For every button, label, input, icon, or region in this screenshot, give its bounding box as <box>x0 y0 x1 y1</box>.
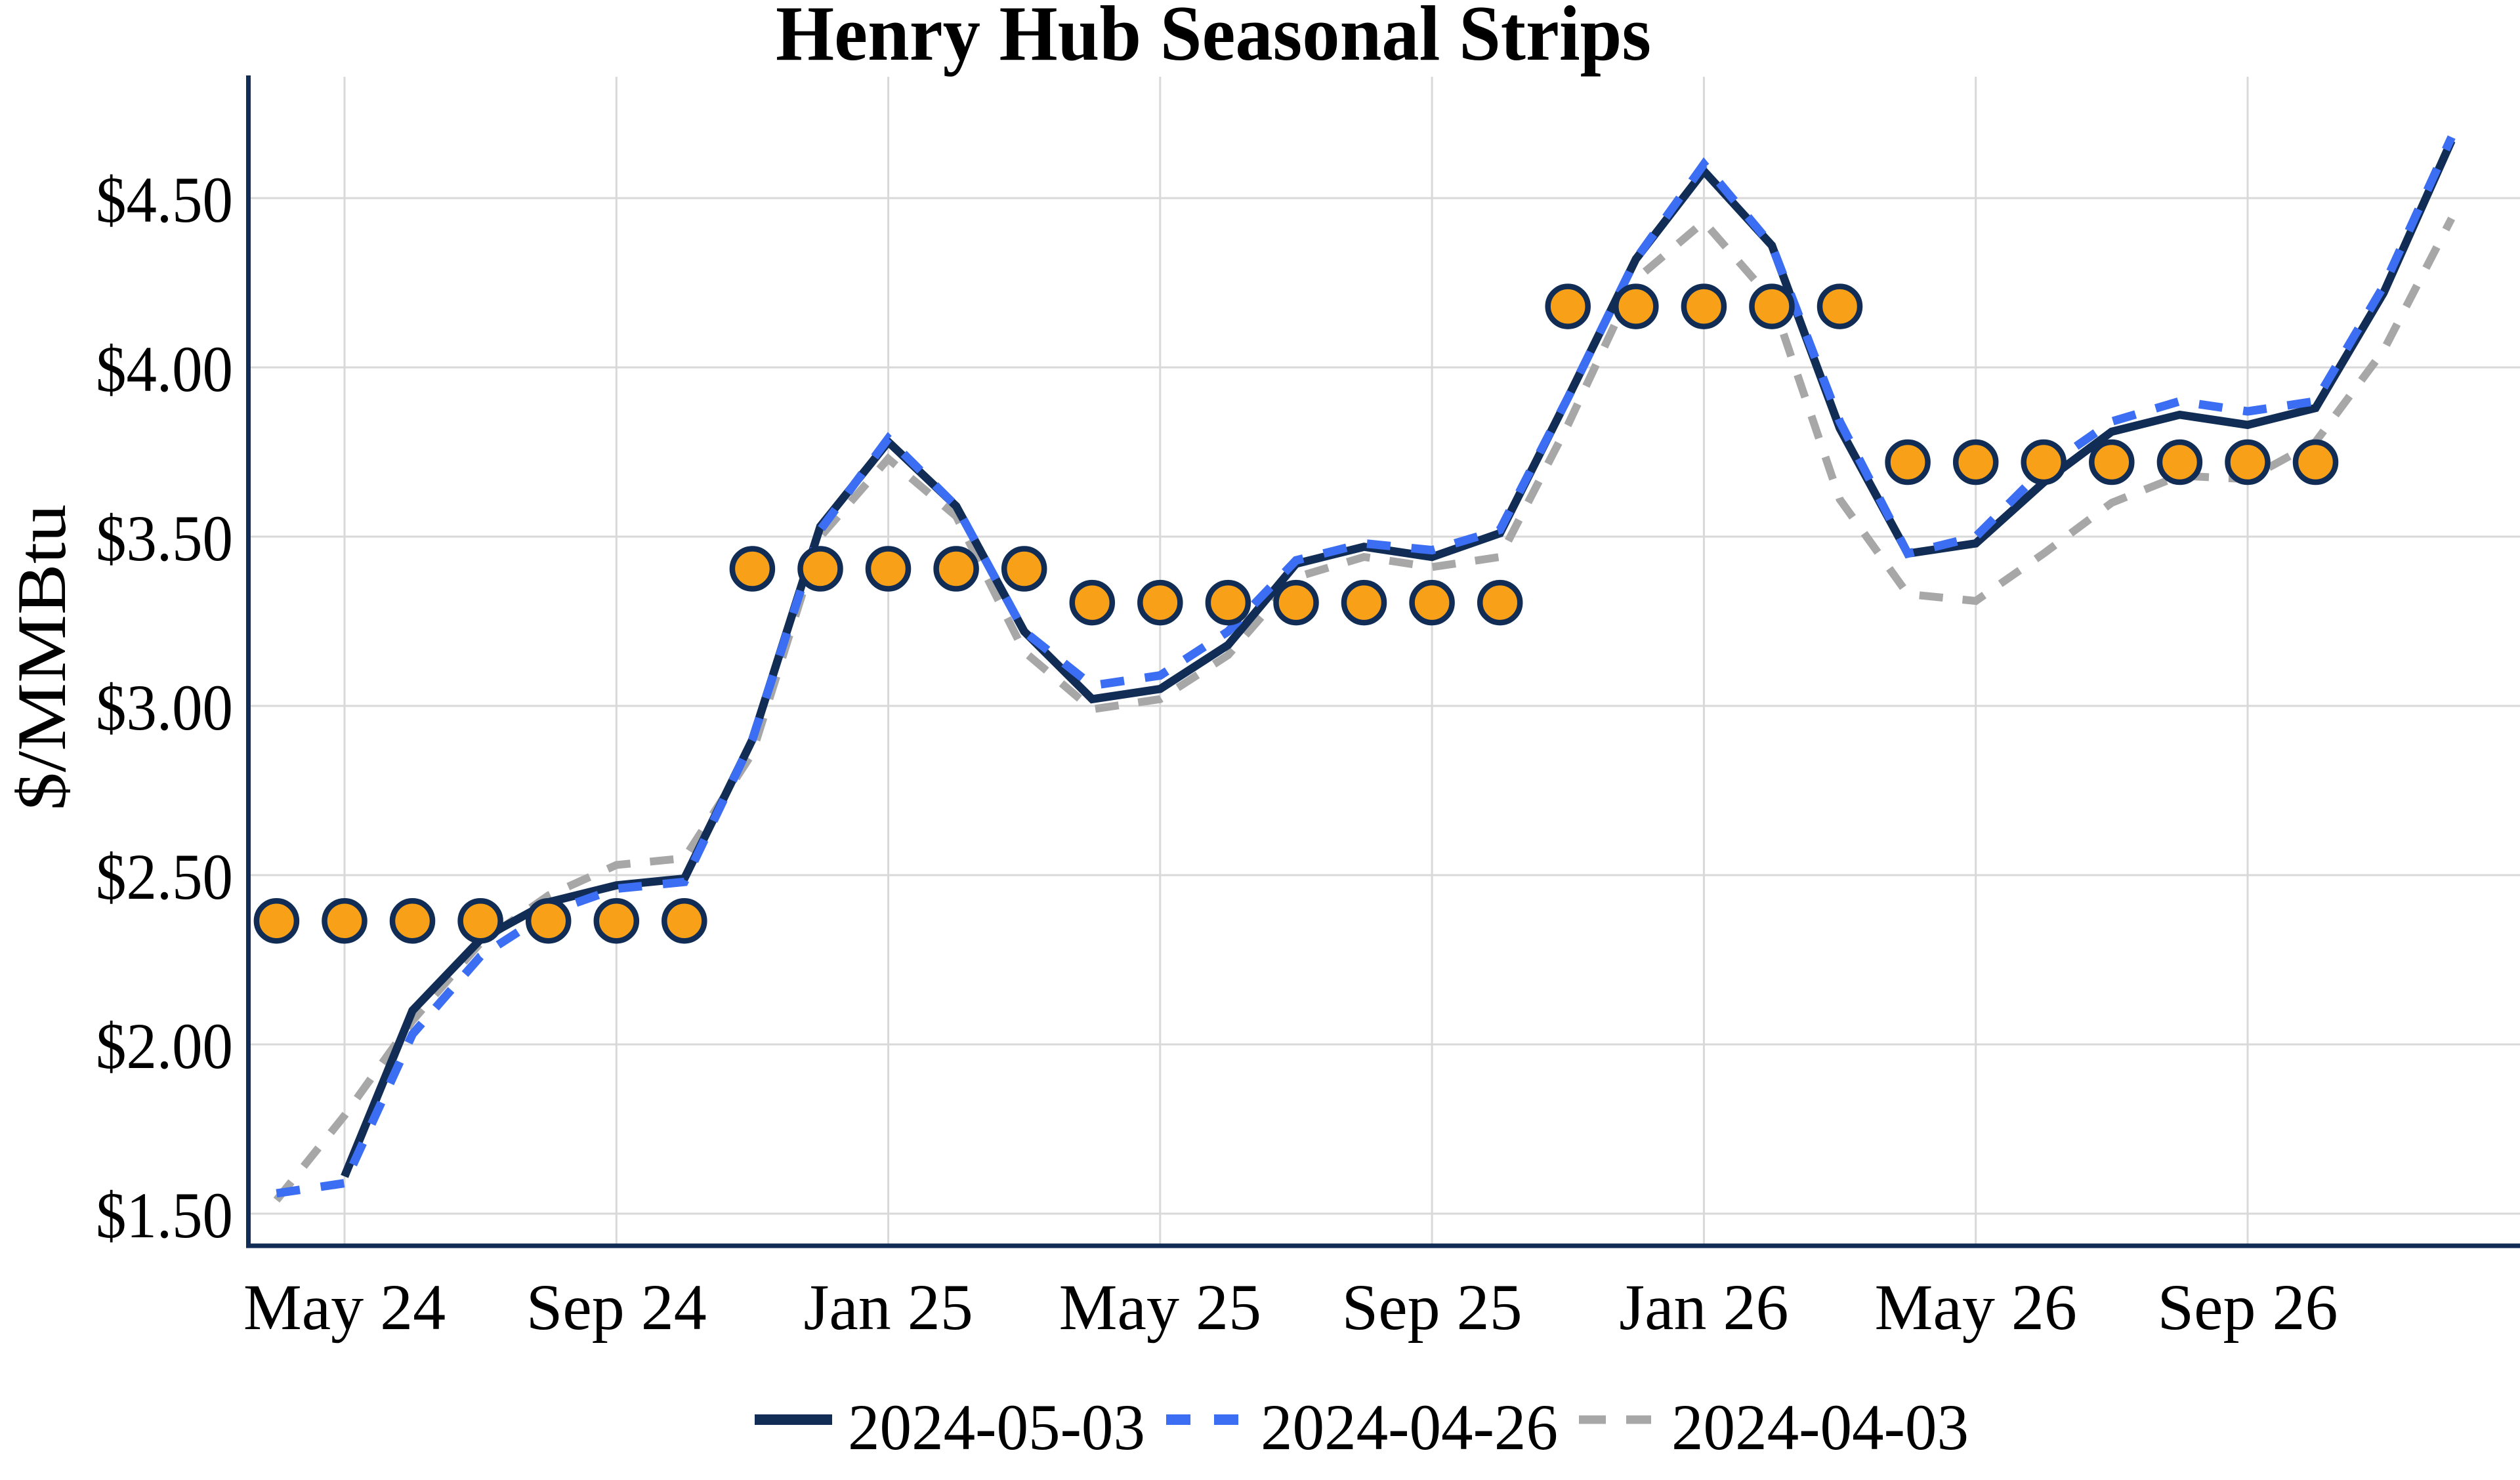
svg-text:May 26: May 26 <box>1875 1271 2077 1344</box>
svg-text:Jan 25: Jan 25 <box>803 1271 973 1344</box>
svg-text:$1.50: $1.50 <box>96 1179 233 1252</box>
svg-text:Sep 26: Sep 26 <box>2158 1271 2338 1344</box>
svg-text:2024-04-26: 2024-04-26 <box>1261 1391 1558 1464</box>
svg-text:$4.50: $4.50 <box>96 163 233 236</box>
svg-text:$4.00: $4.00 <box>96 333 233 405</box>
svg-text:$2.50: $2.50 <box>96 840 233 913</box>
svg-text:Sep 25: Sep 25 <box>1342 1271 1522 1344</box>
svg-text:Jan 26: Jan 26 <box>1619 1271 1788 1344</box>
svg-text:Henry Hub Seasonal Strips: Henry Hub Seasonal Strips <box>776 0 1651 77</box>
svg-text:May 24: May 24 <box>243 1271 446 1344</box>
svg-text:$3.50: $3.50 <box>96 502 233 575</box>
svg-text:$2.00: $2.00 <box>96 1010 233 1082</box>
svg-text:Sep 24: Sep 24 <box>526 1271 707 1344</box>
svg-text:2024-04-03: 2024-04-03 <box>1671 1391 1969 1464</box>
svg-text:May 25: May 25 <box>1059 1271 1261 1344</box>
svg-text:2024-05-03: 2024-05-03 <box>848 1391 1145 1464</box>
svg-text:$/MMBtu: $/MMBtu <box>3 504 80 811</box>
svg-text:$3.00: $3.00 <box>96 671 233 744</box>
